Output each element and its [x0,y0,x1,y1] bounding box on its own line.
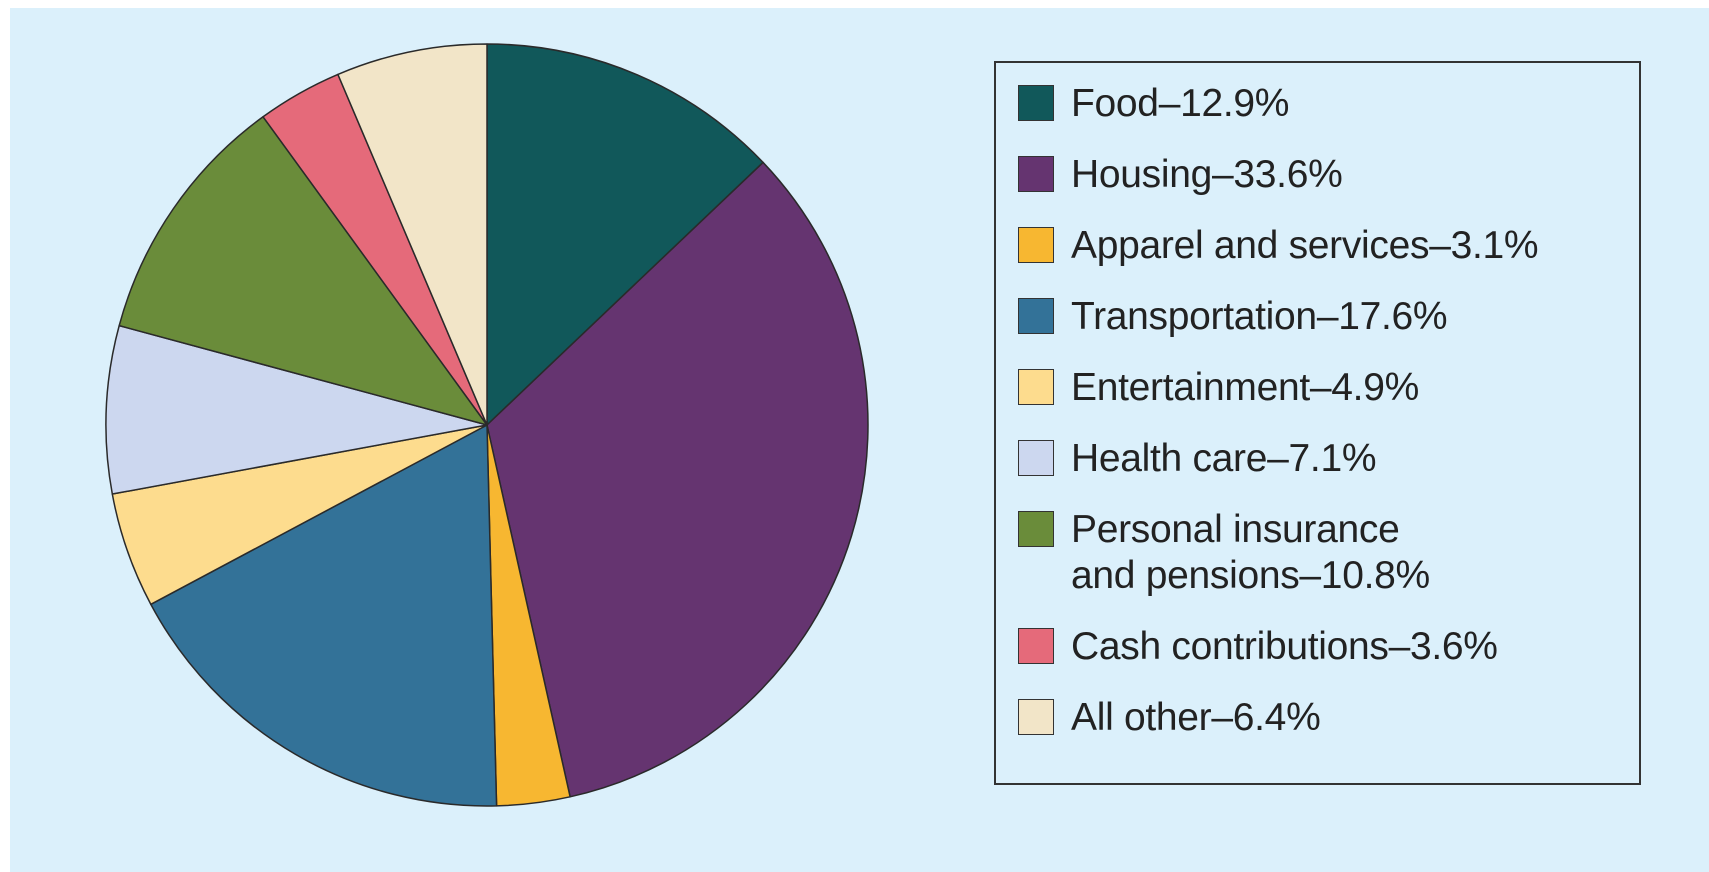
pie-slice [118,116,488,426]
legend-swatch [1018,369,1054,405]
legend-swatch [1018,511,1054,547]
legend-label: Housing–33.6% [1071,153,1343,196]
legend: Food–12.9% Housing–33.6% Apparel and servi… [994,61,1641,785]
legend-label: Transportation–17.6% [1071,295,1448,338]
legend-label: Food–12.9% [1071,82,1290,125]
legend-label: Entertainment–4.9% [1071,366,1419,409]
pie-slice [105,324,488,495]
legend-swatch [1018,227,1054,263]
legend-swatch [1018,440,1054,476]
legend-item: Food–12.9% [1018,81,1639,127]
legend-label: Health care–7.1% [1071,437,1377,480]
legend-label: Cash contributions–3.6% [1071,625,1498,668]
legend-swatch [1018,298,1054,334]
legend-item: All other–6.4% [1018,695,1639,741]
legend-label: All other–6.4% [1071,696,1321,739]
legend-swatch [1018,156,1054,192]
legend-item: Entertainment–4.9% [1018,365,1639,411]
legend-swatch [1018,628,1054,664]
legend-item: Personal insurance and pensions–10.8% [1018,507,1639,599]
legend-item: Transportation–17.6% [1018,294,1639,340]
pie-slice [337,43,488,426]
legend-item: Health care–7.1% [1018,436,1639,482]
legend-label: Personal insurance and pensions–10.8% [1071,508,1430,597]
legend-label: Apparel and services–3.1% [1071,224,1539,267]
legend-item: Housing–33.6% [1018,152,1639,198]
pie-slice [486,43,764,426]
legend-item: Apparel and services–3.1% [1018,223,1639,269]
legend-swatch [1018,699,1054,735]
legend-swatch [1018,85,1054,121]
pie-slice [150,424,498,807]
legend-item: Cash contributions–3.6% [1018,624,1639,670]
pie-slice [486,161,869,798]
